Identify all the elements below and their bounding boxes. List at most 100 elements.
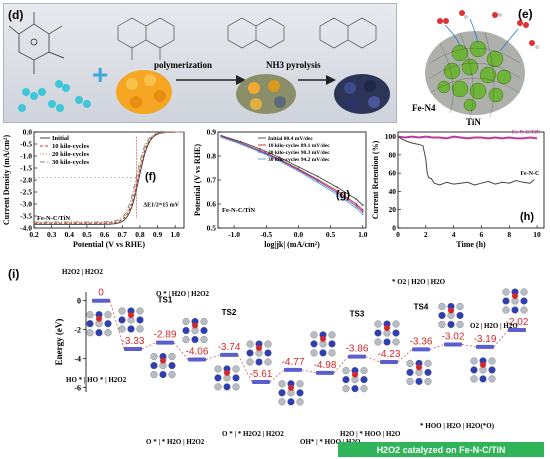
energy-level-label: -3.36: [410, 336, 433, 347]
x-tick-label: 1.0: [358, 230, 368, 239]
structure-snapshot-icon: [278, 380, 304, 406]
structure-snapshot-icon: [374, 320, 400, 346]
y-tick-label: -2: [74, 326, 81, 335]
data-point: [336, 189, 338, 192]
data-point: [355, 207, 358, 209]
structure-snapshot-icon: [150, 353, 176, 379]
legend-entry: 20 kilo-cycles: [52, 151, 89, 158]
chart-g: -1.0 -0.5 0.0 0.5 1.0 0.9 0.8 0.7 0.6 0.5 log|jk| …: [192, 126, 372, 254]
caption-text: H2O2 catalyzed on Fe-N-C/TiN: [377, 445, 506, 455]
y-tick-label: -3.0: [20, 200, 32, 209]
energy-level-bar: [252, 380, 270, 384]
chart-f-svg: 0.2 0.3 0.4 0.5 0.6 0.7 0.8 0.9 1.0 0.0 -0.5 -1.0 -1…: [2, 128, 185, 249]
energy-level-label: -3.74: [218, 342, 241, 353]
panel-e-graphic: [425, 10, 539, 119]
y-tick-label: 0: [392, 224, 396, 233]
transition-state-label: TS3: [350, 310, 365, 319]
data-point: [316, 179, 319, 182]
y-tick-label: 0.7: [207, 176, 217, 185]
energy-level-label: -3.86: [346, 344, 369, 355]
caption-box: [338, 442, 544, 457]
structure-snapshot-icon: [182, 317, 208, 344]
x-tick-label: 6: [480, 230, 484, 239]
y-tick-label: 80: [389, 150, 397, 159]
x-tick-label: 10: [533, 230, 541, 239]
legend-entry: 10 kilo-cycles 89.1 mV/dec: [268, 143, 330, 149]
series-label-fe-n-c: Fe-N-C: [520, 171, 539, 177]
state-label: O * | * H2O2 | H2O2: [222, 430, 284, 438]
x-tick-label: 0.5: [326, 230, 336, 239]
energy-level-bar: [444, 342, 462, 347]
energy-level-bar: [156, 340, 174, 345]
step-polymerization-label: polymerization: [154, 60, 212, 70]
chart-f: 0.2 0.3 0.4 0.5 0.6 0.7 0.8 0.9 1.0 0.0 -0.5 -1.0 -1…: [0, 126, 192, 254]
y-tick-label: -4: [74, 355, 81, 364]
transition-state-label: TS1: [158, 296, 173, 305]
data-point: [361, 213, 364, 216]
data-point: [297, 170, 300, 173]
x-tick-label: 0.7: [118, 230, 128, 239]
energy-level-label: -4.98: [314, 360, 337, 371]
y-axis-label: Current Retention (%): [371, 140, 380, 219]
chart-h: 0 2 4 6 8 10 100 80 60 40 20 0 Time (h) Current Reten…: [371, 126, 550, 254]
structure-snapshot-icon: [310, 331, 336, 357]
structure-snapshot-icon: [502, 288, 528, 314]
state-label: O2 | H2O | H2O: [470, 322, 518, 330]
series-line-0: [397, 135, 538, 140]
data-point: [316, 175, 319, 178]
energy-level-label: 0: [98, 288, 104, 299]
data-point: [355, 205, 358, 207]
x-tick-label: 0.2: [29, 230, 39, 239]
chart-g-svg: -1.0 -0.5 0.0 0.5 1.0 0.9 0.8 0.7 0.6 0.5 log|jk| …: [193, 128, 368, 250]
x-axis-label: log|jk| (mA/cm²): [264, 240, 320, 249]
panel-label: (f): [145, 171, 156, 183]
energy-level-bar: [316, 370, 334, 375]
state-label: O * | * H2O | H2O2: [146, 438, 205, 446]
legend-entry: 30 kilo-cycles 94.2 mV/dec: [268, 157, 330, 163]
legend-entry: 10 kilo-cycles: [52, 143, 89, 150]
legend-entry: 20 kilo-cycles 90.3 mV/dec: [268, 150, 330, 156]
structure-snapshot-icon: [342, 367, 368, 393]
data-point: [336, 186, 338, 189]
structure-snapshot-icon: [470, 357, 496, 383]
data-point: [355, 203, 358, 205]
y-tick-label: -4.0: [20, 224, 32, 233]
y-tick-label: -3.5: [20, 212, 32, 221]
structure-snapshot-icon: [438, 302, 464, 329]
energy-level-bar: [124, 346, 142, 351]
panel-d: +: [3, 3, 397, 123]
energy-level-label: -4.77: [282, 357, 305, 368]
transition-state-label: TS4: [414, 302, 429, 311]
y-tick-label: -2.0: [20, 176, 32, 185]
state-label: * O2 | H2O | H2O: [392, 278, 446, 286]
level-connector: [429, 344, 445, 350]
legend-entry: 30 kilo-cycles: [52, 159, 89, 166]
sample-label: Fe-N-C/TiN: [222, 207, 255, 214]
reaction-arrows-icon: [444, 18, 519, 52]
energy-level-label: -3.02: [442, 331, 465, 342]
y-tick-label: 0.6: [207, 200, 217, 209]
polymer-molecule-icon: [117, 17, 175, 60]
y-tick-label: 0.9: [207, 128, 217, 137]
state-label: OH* | * HOO | H2O: [300, 438, 361, 446]
orange-cluster-icon: [116, 70, 172, 114]
y-tick-label: -2.5: [20, 188, 32, 197]
y-axis-label: Potential (V vs RHE): [193, 144, 202, 216]
oxygen-molecule-icon: [437, 10, 539, 49]
polymerized-molecule-icon: [227, 17, 285, 49]
state-label: * HOO | H2O | H2O(*O): [420, 422, 495, 430]
structure-snapshot-icon: [406, 359, 432, 385]
panel-label: (h): [520, 211, 534, 223]
level-connector: [333, 356, 349, 374]
data-point: [361, 204, 364, 207]
monomer-beads-icon: [18, 80, 91, 112]
x-tick-label: 1.0: [170, 230, 180, 239]
pyrolysed-molecule-icon: [319, 17, 377, 49]
energy-level-label: -4.06: [186, 347, 209, 358]
structure-snapshot-icon: [246, 340, 272, 366]
structure-snapshot-icon: [118, 307, 144, 333]
y-tick-label: -1.0: [20, 152, 32, 161]
state-label: HO * | HO * | H2O2: [66, 376, 127, 384]
level-connector: [237, 354, 253, 383]
energy-level-bar: [508, 327, 526, 332]
